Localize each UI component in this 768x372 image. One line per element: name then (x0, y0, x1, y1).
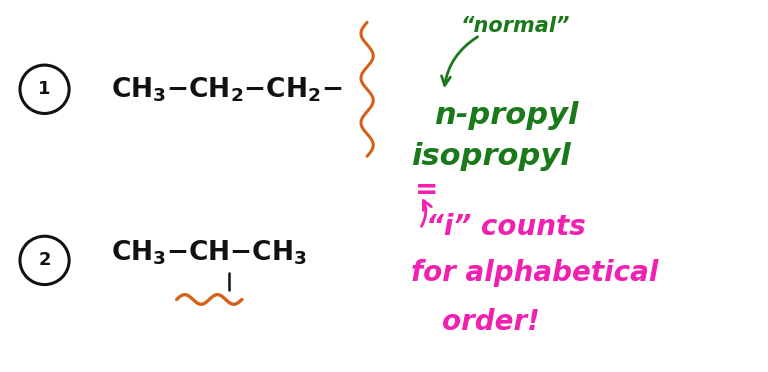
Text: $\mathregular{CH_3{-}CH_2{-}CH_2{-}}$: $\mathregular{CH_3{-}CH_2{-}CH_2{-}}$ (111, 75, 343, 103)
Text: $\mathregular{CH_3{-}CH{-}CH_3}$: $\mathregular{CH_3{-}CH{-}CH_3}$ (111, 239, 307, 267)
Text: 2: 2 (38, 251, 51, 269)
Text: 1: 1 (38, 80, 51, 98)
Text: “i” counts: “i” counts (426, 213, 586, 241)
Text: =: = (415, 176, 438, 204)
Text: n-propyl: n-propyl (434, 101, 578, 130)
Text: isopropyl: isopropyl (411, 142, 571, 171)
Text: for alphabetical: for alphabetical (411, 259, 658, 288)
Text: order!: order! (442, 308, 539, 336)
Text: “normal”: “normal” (461, 16, 571, 36)
